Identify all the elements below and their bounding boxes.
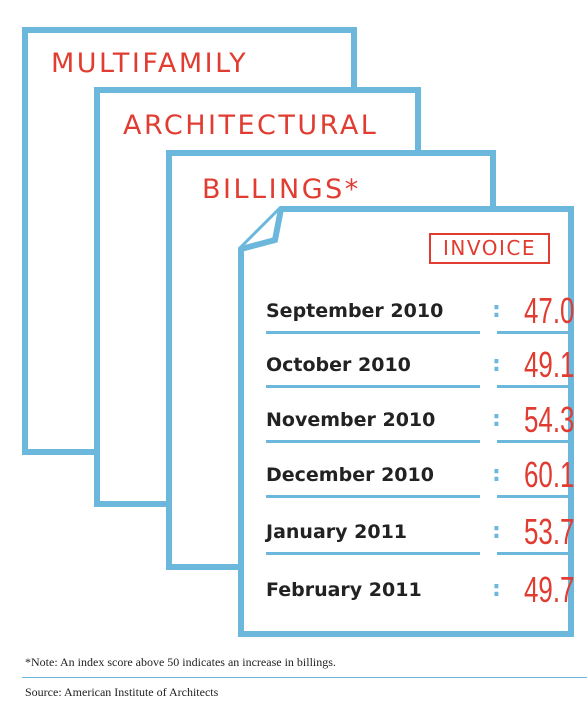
row-value: 54.3: [524, 399, 575, 440]
billing-row: December 2010 : 60.1: [266, 454, 574, 498]
row-divider: [266, 385, 480, 388]
row-divider: [266, 331, 480, 334]
row-separator: :: [492, 407, 501, 432]
invoice-badge: INVOICE: [429, 233, 550, 264]
row-divider: [266, 495, 480, 498]
row-separator: :: [492, 462, 501, 487]
row-divider: [266, 440, 480, 443]
billing-row: January 2011 : 53.7: [266, 511, 574, 555]
footer-divider: [22, 677, 587, 678]
source-credit: Source: American Institute of Architects: [25, 685, 219, 699]
invoice-frame: [238, 206, 574, 637]
row-month: September 2010: [266, 300, 444, 322]
row-month: November 2010: [266, 409, 436, 431]
row-value: 49.7: [524, 569, 575, 610]
billing-row: September 2010 : 47.0: [266, 290, 574, 334]
footnote: *Note: An index score above 50 indicates…: [25, 655, 336, 669]
billing-row: October 2010 : 49.1: [266, 344, 574, 388]
row-month: December 2010: [266, 464, 434, 486]
title-line-3: BILLINGS*: [202, 174, 361, 205]
row-divider: [497, 552, 573, 555]
row-separator: :: [492, 298, 501, 323]
row-divider: [497, 331, 573, 334]
row-separator: :: [492, 519, 501, 544]
row-divider: [497, 495, 573, 498]
row-separator: :: [492, 577, 501, 602]
title-line-2: ARCHITECTURAL: [123, 110, 379, 141]
billing-row: November 2010 : 54.3: [266, 399, 574, 443]
row-value: 49.1: [524, 344, 575, 385]
row-value: 53.7: [524, 511, 575, 552]
row-separator: :: [492, 352, 501, 377]
row-divider: [266, 552, 480, 555]
row-divider: [497, 440, 573, 443]
billing-row: February 2011 : 49.7: [266, 569, 574, 613]
row-month: October 2010: [266, 354, 411, 376]
row-month: January 2011: [266, 521, 408, 543]
row-month: February 2011: [266, 579, 422, 601]
row-value: 47.0: [524, 290, 575, 331]
row-value: 60.1: [524, 454, 575, 495]
folded-corner-icon: [240, 208, 284, 252]
row-divider: [497, 385, 573, 388]
title-line-1: MULTIFAMILY: [51, 48, 249, 79]
invoice-sheet: INVOICE September 2010 : 47.0 October 20…: [238, 206, 574, 637]
